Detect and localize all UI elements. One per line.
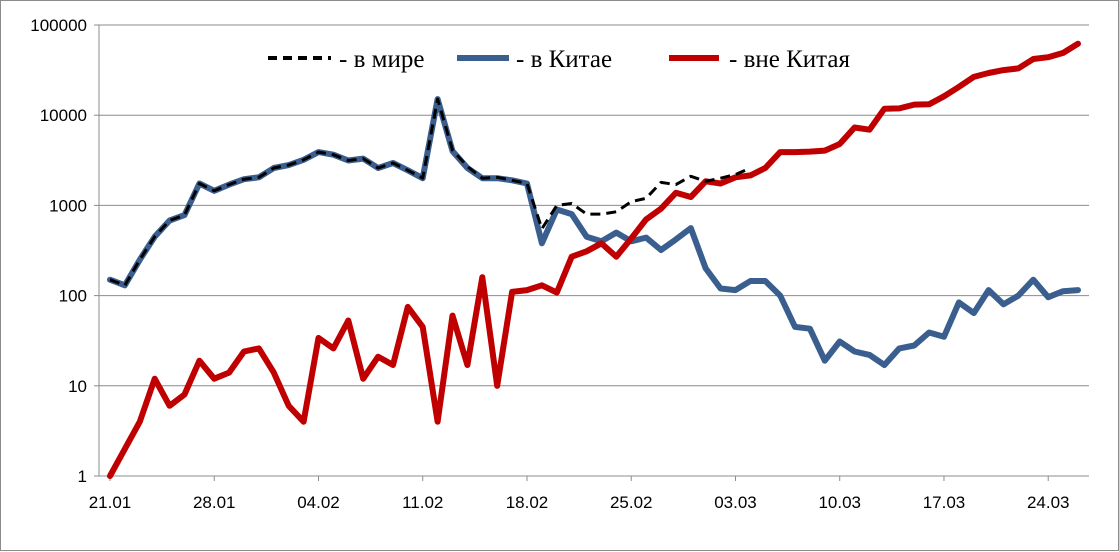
x-tick-label: 24.03 bbox=[1027, 493, 1070, 512]
grid-lines bbox=[94, 24, 1089, 477]
y-tick-label: 100 bbox=[59, 287, 87, 306]
x-tick-label: 25.02 bbox=[610, 493, 653, 512]
x-tick-label: 18.02 bbox=[506, 493, 549, 512]
x-tick-label: 17.03 bbox=[923, 493, 966, 512]
series-line-0 bbox=[109, 97, 751, 287]
y-tick-label: 100000 bbox=[30, 16, 87, 35]
legend-label-1: - в Китае bbox=[516, 46, 612, 73]
x-tick-label: 03.03 bbox=[714, 493, 757, 512]
x-tick-label: 10.03 bbox=[818, 493, 861, 512]
y-tick-label: 1 bbox=[78, 467, 87, 486]
x-tick-label: 04.02 bbox=[297, 493, 340, 512]
y-tick-label: 10 bbox=[68, 377, 87, 396]
legend-label-2: - вне Китая bbox=[729, 46, 850, 73]
x-tick-label: 11.02 bbox=[402, 493, 443, 512]
x-tick-label: 28.01 bbox=[193, 493, 236, 512]
y-tick-label: 1000 bbox=[49, 196, 87, 215]
series-line-2 bbox=[107, 40, 1081, 479]
x-tick-label: 21.01 bbox=[89, 493, 132, 512]
y-tick-labels: 1 10 100 1000 10000 100000 bbox=[30, 16, 87, 486]
y-tick-label: 10000 bbox=[40, 106, 87, 125]
axes bbox=[98, 25, 1089, 477]
series-line-1 bbox=[107, 96, 1081, 368]
legend: - в мире - в Китае - вне Китая bbox=[268, 46, 850, 73]
series-lines bbox=[107, 40, 1081, 479]
x-tick-labels: 21.01 28.01 04.02 11.02 18.02 25.02 03.03 10.03… bbox=[89, 476, 1070, 512]
legend-label-0: - в мире bbox=[339, 46, 424, 73]
